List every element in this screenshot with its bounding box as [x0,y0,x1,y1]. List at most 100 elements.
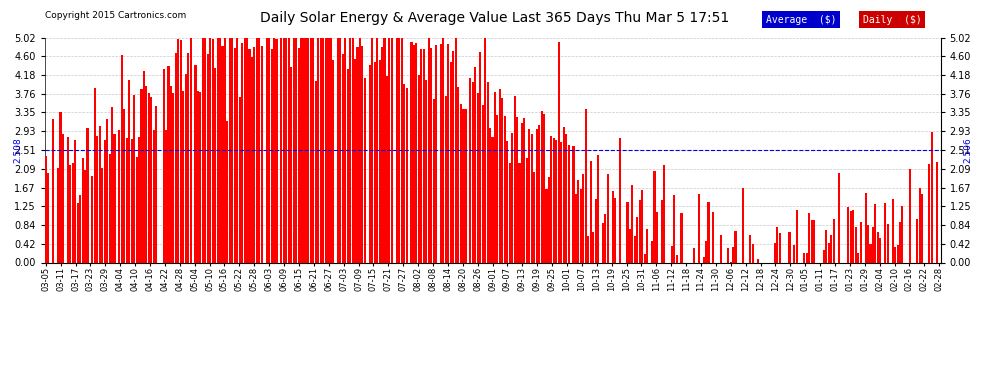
Bar [214,68,216,262]
Bar [477,93,479,262]
Bar [663,165,665,262]
Bar [121,55,123,262]
Bar [751,244,753,262]
Bar [359,38,361,262]
Bar [111,107,113,262]
Bar [361,46,363,262]
Bar [378,60,380,262]
Bar [322,38,324,262]
Bar [749,235,751,262]
Bar [320,38,322,262]
Bar [879,238,881,262]
Bar [94,88,96,262]
Bar [670,246,673,262]
Bar [776,227,778,262]
Bar [165,130,167,262]
Bar [143,71,145,262]
Bar [172,93,174,262]
Bar [869,244,871,262]
Bar [565,135,567,262]
Bar [472,81,474,262]
Bar [545,189,547,262]
Bar [894,248,896,262]
Bar [482,105,484,262]
Bar [557,42,559,262]
Bar [197,91,199,262]
Bar [857,253,859,262]
Bar [81,158,83,262]
Bar [582,174,584,262]
Bar [452,51,454,262]
Bar [443,38,445,262]
Bar [646,229,648,262]
Bar [693,248,695,262]
Bar [356,46,358,262]
Bar [330,38,332,262]
Bar [813,220,815,262]
Bar [547,177,550,262]
Bar [484,38,486,262]
Bar [416,43,418,262]
Bar [637,217,639,262]
Bar [351,38,353,262]
Bar [99,126,101,262]
Bar [567,146,569,262]
Bar [96,136,98,262]
Bar [595,200,597,262]
Bar [474,67,476,262]
Bar [258,38,260,262]
Bar [872,227,874,262]
Bar [735,231,737,262]
Bar [84,170,86,262]
Bar [148,93,149,262]
Bar [381,47,383,262]
Bar [852,210,854,262]
Bar [529,129,531,262]
Bar [270,49,272,262]
Bar [227,121,229,262]
Bar [440,45,442,262]
Bar [146,87,148,262]
Bar [152,130,154,262]
Bar [457,87,459,262]
Bar [170,86,172,262]
Bar [921,194,923,262]
Bar [823,250,825,262]
Bar [345,38,346,262]
Bar [803,253,805,262]
Bar [651,242,653,262]
Bar [141,89,143,262]
Bar [131,139,133,262]
Bar [185,74,187,262]
Bar [607,174,609,262]
Text: Average  ($): Average ($) [766,15,837,24]
Bar [828,243,830,262]
Bar [413,45,415,262]
Bar [219,38,221,262]
Bar [454,38,456,262]
Bar [698,194,700,262]
Bar [639,200,641,262]
Text: 2.508: 2.508 [13,137,22,163]
Bar [119,130,121,262]
Bar [854,228,857,262]
Bar [312,38,315,262]
Bar [793,246,796,262]
Bar [779,232,781,262]
Bar [449,62,451,262]
Bar [260,46,262,262]
Bar [189,38,192,262]
Bar [859,222,861,262]
Bar [265,38,267,262]
Bar [275,39,277,262]
Bar [406,88,408,262]
Bar [310,38,312,262]
Bar [222,46,224,262]
Bar [590,161,592,262]
Bar [811,220,813,262]
Bar [539,125,541,262]
Bar [619,138,621,262]
Bar [524,118,526,262]
Bar [469,78,471,262]
Bar [521,123,523,262]
